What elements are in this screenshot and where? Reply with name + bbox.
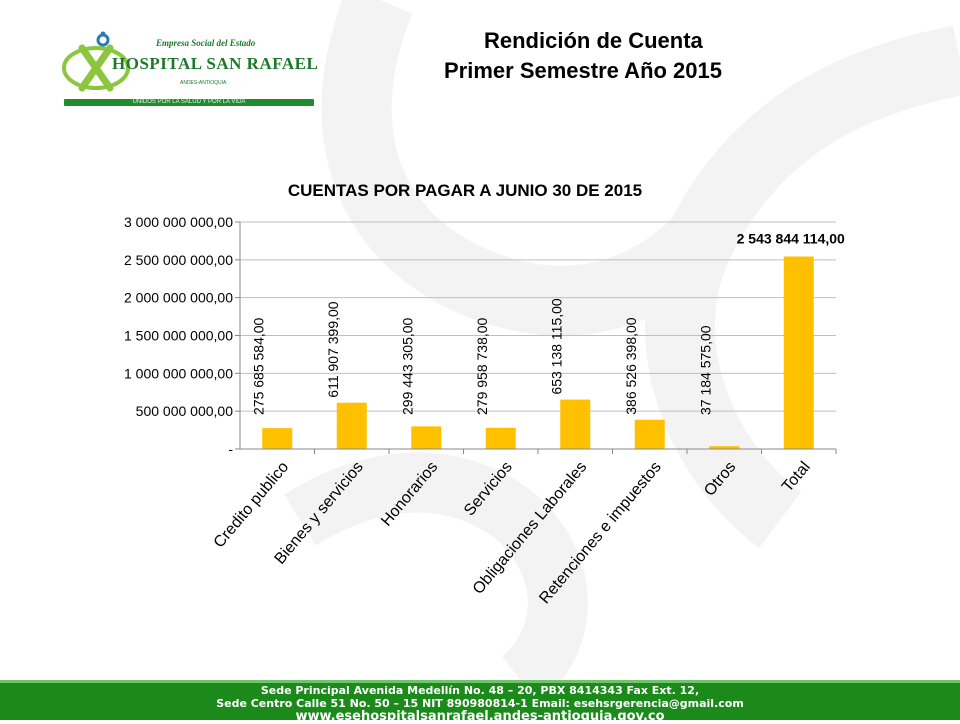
logo-emblem-icon — [62, 31, 130, 92]
data-label: 279 958 738,00 — [474, 317, 490, 415]
bar-7 — [709, 446, 740, 449]
logo-top-text: Empresa Social del Estado — [156, 38, 256, 48]
y-tick-label: 1 500 000 000,00 — [124, 328, 233, 344]
data-label: 275 685 584,00 — [250, 317, 266, 415]
data-label: 611 907 399,00 — [325, 301, 341, 397]
y-tick-label: 2 500 000 000,00 — [124, 252, 233, 268]
x-category-label: Honorarios — [378, 459, 441, 530]
bar-5 — [560, 399, 591, 449]
data-label: 386 526 398,00 — [623, 317, 639, 415]
data-label: 299 443 305,00 — [399, 317, 415, 415]
logo-band-text: UNIDOS POR LA SALUD Y POR LA VIDA — [132, 99, 246, 105]
data-label: 37 184 575,00 — [697, 325, 713, 415]
logo-band: UNIDOS POR LA SALUD Y POR LA VIDA — [64, 99, 314, 106]
bar-6 — [634, 419, 665, 449]
bar-3 — [411, 426, 442, 449]
y-tick-label: - — [228, 441, 233, 457]
bar-1 — [262, 428, 293, 449]
bar-4 — [485, 427, 516, 449]
x-category-label: Total — [779, 459, 814, 496]
logo-location: ANDES-ANTIOQUIA — [180, 80, 227, 86]
report-title-line2: Primer Semestre Año 2015 — [444, 58, 722, 83]
footer-line2: Sede Centro Calle 51 No. 50 – 15 NIT 890… — [216, 697, 744, 710]
y-tick-label: 3 000 000 000,00 — [124, 214, 233, 230]
x-category-label: Otros — [701, 459, 739, 500]
data-label: 2 543 844 114,00 — [737, 231, 845, 247]
logo-name: HOSPITAL SAN RAFAEL — [112, 54, 319, 73]
bar-2 — [336, 402, 367, 449]
chart-title: CUENTAS POR PAGAR A JUNIO 30 DE 2015 — [288, 181, 642, 200]
report-title-line1: Rendición de Cuenta — [484, 28, 703, 53]
hospital-logo: Empresa Social del Estado HOSPITAL SAN R… — [60, 30, 318, 110]
x-category-label: Credito publico — [211, 459, 293, 552]
footer-contact: Sede Principal Avenida Medellín No. 48 –… — [0, 680, 960, 724]
footer-website-link[interactable]: www.esehospitalsanrafael.andes-antioquia… — [295, 709, 665, 724]
bar-8 — [783, 256, 814, 449]
x-category-label: Retenciones e impuestos — [536, 459, 665, 608]
y-tick-label: 500 000 000,00 — [136, 403, 234, 419]
y-tick-label: 2 000 000 000,00 — [124, 290, 233, 306]
y-tick-label: 1 000 000 000,00 — [124, 365, 233, 381]
footer-line1: Sede Principal Avenida Medellín No. 48 –… — [260, 684, 700, 697]
x-category-label: Servicios — [461, 459, 516, 520]
data-label: 653 138 115,00 — [548, 298, 564, 394]
accounts-payable-bar-chart: CUENTAS POR PAGAR A JUNIO 30 DE 2015 - 50… — [124, 181, 845, 608]
